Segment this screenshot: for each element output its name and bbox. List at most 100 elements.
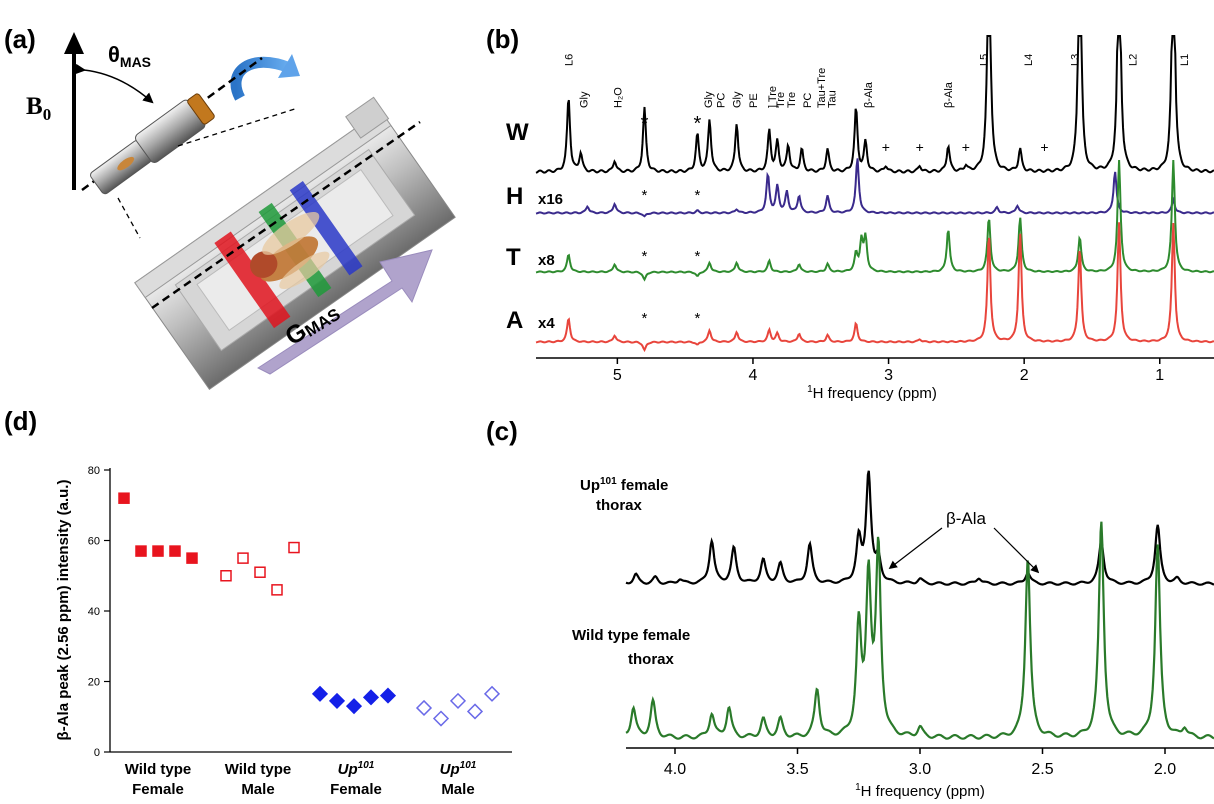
c-tick-label: 4.0 — [664, 761, 686, 778]
d-point — [328, 692, 346, 709]
b0-arrow-head — [64, 32, 84, 54]
asterisk-mark: * — [694, 248, 700, 265]
d-tick-label: 60 — [88, 536, 100, 548]
d-point — [135, 545, 147, 557]
panel-d-y-ticks: 0 20 40 60 80 — [88, 465, 110, 759]
panel-b-traces — [535, 35, 1214, 353]
c-spectrum-1 — [625, 521, 1214, 740]
plus-mark: + — [962, 139, 970, 155]
d-point — [466, 703, 484, 720]
c-series-name-0: Up101 female — [580, 476, 668, 494]
theta-label: θMAS — [108, 42, 151, 70]
projection-line-bottom — [117, 197, 141, 239]
b-tick-label: 5 — [613, 367, 622, 384]
d-point — [379, 687, 397, 704]
c-tick-label: 2.5 — [1031, 761, 1053, 778]
peak-label: β-Ala — [943, 81, 955, 108]
theta-arc — [75, 63, 154, 104]
panel-a-label: (a) — [4, 24, 36, 54]
d-point — [362, 689, 380, 706]
spectrum-H — [535, 158, 1214, 218]
panel-d-points — [118, 492, 501, 727]
panel-a: (a) B0 θMAS — [4, 24, 456, 390]
d-tick-label: 20 — [88, 677, 100, 689]
plus-mark: + — [1040, 139, 1048, 155]
rotation-arrow-icon — [230, 56, 293, 101]
c-series-name-0-line2: thorax — [596, 497, 643, 514]
spectrum-T — [535, 159, 1214, 282]
coil-axis-dashed — [151, 120, 421, 310]
series-name-W: W — [506, 119, 529, 146]
panel-c-x-ticks: 4.0 3.5 3.0 2.5 2.0 — [664, 748, 1176, 778]
d-point — [118, 492, 130, 504]
beta-ala-arrow-left — [888, 527, 943, 570]
d-point — [345, 698, 363, 715]
peak-label: Gly — [703, 91, 715, 108]
d-tick-label: 80 — [88, 465, 100, 477]
peak-label: Gly — [732, 91, 744, 108]
asterisk-mark: * — [693, 113, 701, 135]
panel-c-series-names: Up101 female thorax Wild type female thorax — [572, 476, 690, 668]
d-category-line2: Male — [441, 781, 474, 798]
b0-label: B0 — [26, 93, 51, 124]
fruit-fly-icon — [250, 211, 330, 290]
d-category-line2: Male — [241, 781, 274, 798]
b-tick-label: 1 — [1155, 367, 1164, 384]
d-tick-label: 40 — [88, 606, 100, 618]
c-spectrum-0 — [625, 470, 1214, 586]
d-category-line1: Wild type — [225, 761, 292, 778]
slice-blue — [289, 181, 363, 276]
peak-label: β-Ala — [863, 81, 875, 108]
peak-label: Tre — [786, 92, 798, 108]
peak-label: H₂O — [612, 87, 624, 108]
series-name-H: H — [506, 183, 523, 210]
panel-b-series-names: W H x16 T x8 A x4 — [506, 119, 563, 334]
peak-label: L2 — [1128, 54, 1140, 66]
asterisk-mark: * — [641, 113, 649, 135]
d-category-line1: Up101 — [338, 760, 375, 778]
d-point — [186, 552, 198, 564]
peak-label: Tre — [775, 92, 787, 108]
d-category-line1: Up101 — [440, 760, 477, 778]
spectrum-A — [535, 222, 1214, 353]
b-tick-label: 2 — [1020, 367, 1029, 384]
beta-ala-arrow-right — [993, 527, 1040, 574]
d-point — [449, 692, 467, 709]
panel-c: (c) Up101 female thorax Wild type female th… — [486, 416, 1214, 800]
c-series-name-1: Wild type female — [572, 627, 690, 644]
d-tick-label: 0 — [94, 747, 100, 759]
plus-mark: + — [916, 139, 924, 155]
d-point — [432, 710, 450, 727]
b-tick-label: 3 — [884, 367, 893, 384]
asterisk-mark: * — [694, 310, 700, 327]
d-point — [169, 545, 181, 557]
asterisk-mark: * — [642, 187, 648, 204]
series-scale-A: x4 — [538, 315, 555, 332]
projection-line-top — [177, 107, 299, 147]
d-category-line1: Wild type — [125, 761, 192, 778]
peak-label: PC — [715, 93, 727, 108]
d-category-line2: Female — [330, 781, 382, 798]
peak-label: L5 — [979, 54, 991, 66]
c-tick-label: 3.5 — [786, 761, 808, 778]
c-series-name-1-line2: thorax — [628, 651, 675, 668]
peak-label: L6 — [564, 54, 576, 66]
asterisk-mark: * — [642, 248, 648, 265]
panel-d: (d) 0 20 40 60 80 β-Ala peak (2.56 ppm) inte… — [4, 406, 512, 798]
panel-d-label: (d) — [4, 406, 37, 436]
c-tick-label: 2.0 — [1154, 761, 1176, 778]
d-point — [220, 570, 232, 582]
d-point — [415, 699, 433, 716]
series-name-A: A — [506, 307, 523, 334]
panel-b-label: (b) — [486, 24, 519, 54]
peak-label: ] Tre — [767, 86, 779, 108]
d-category-line2: Female — [132, 781, 184, 798]
panel-c-x-label: 1H frequency (ppm) — [855, 782, 985, 800]
d-point — [237, 552, 249, 564]
rotor-icon — [90, 93, 215, 195]
series-name-T: T — [506, 244, 521, 271]
d-point — [288, 541, 300, 554]
gradient-coil-icon — [134, 96, 456, 390]
